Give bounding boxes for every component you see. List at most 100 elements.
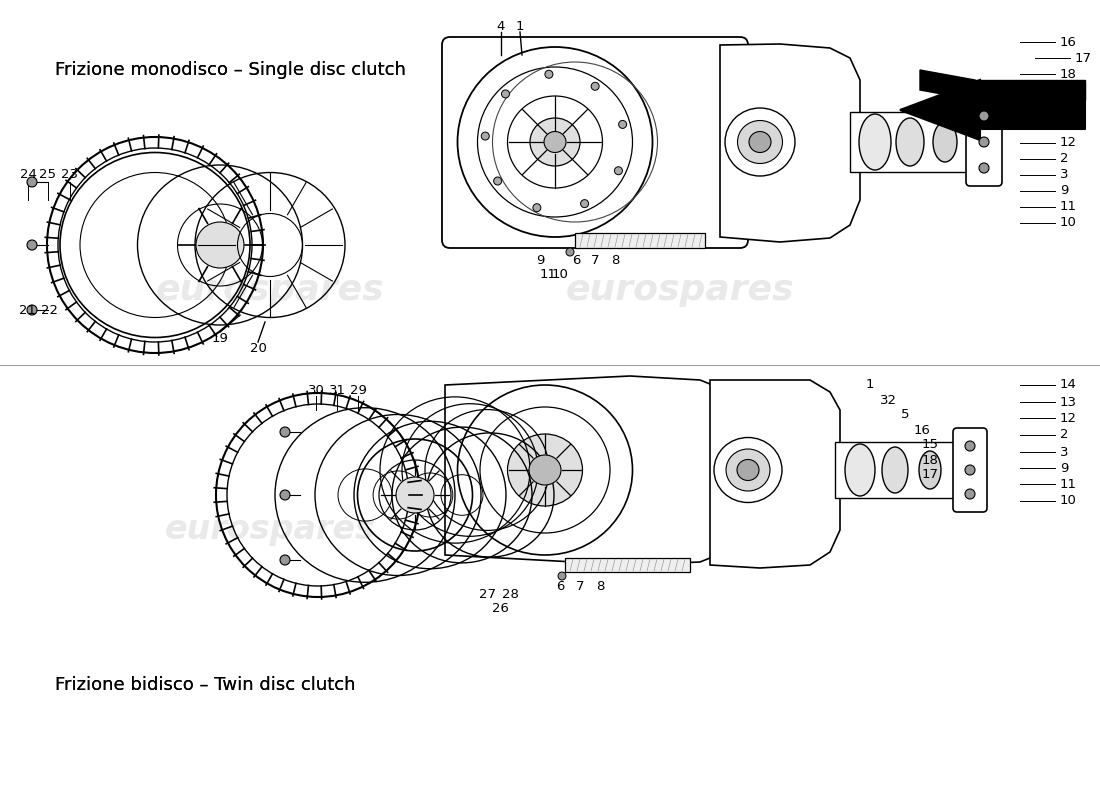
Text: 10: 10	[1060, 217, 1077, 230]
Text: 9: 9	[1060, 462, 1068, 474]
Text: 3: 3	[1060, 446, 1068, 458]
Text: eurospares: eurospares	[156, 273, 384, 307]
Polygon shape	[720, 44, 860, 242]
Text: 19: 19	[211, 331, 229, 345]
Text: Frizione bidisco – Twin disc clutch: Frizione bidisco – Twin disc clutch	[55, 676, 355, 694]
Text: eurospares: eurospares	[565, 273, 794, 307]
Ellipse shape	[737, 459, 759, 481]
Text: 30: 30	[308, 383, 324, 397]
Text: 11: 11	[539, 269, 557, 282]
Text: 5: 5	[901, 409, 910, 422]
Polygon shape	[920, 70, 975, 100]
Circle shape	[280, 427, 290, 437]
Text: 18: 18	[922, 454, 938, 466]
Ellipse shape	[737, 121, 782, 163]
Ellipse shape	[726, 449, 770, 491]
Text: Frizione monodisco – Single disc clutch: Frizione monodisco – Single disc clutch	[55, 61, 406, 79]
Circle shape	[544, 70, 553, 78]
FancyBboxPatch shape	[953, 428, 987, 512]
Text: 24: 24	[20, 169, 36, 182]
Circle shape	[28, 177, 37, 187]
Circle shape	[965, 465, 975, 475]
Text: 11: 11	[1060, 478, 1077, 490]
Text: 13: 13	[1060, 395, 1077, 409]
Text: 25: 25	[40, 169, 56, 182]
Circle shape	[28, 240, 37, 250]
Text: 3: 3	[1060, 169, 1068, 182]
Text: 11: 11	[1060, 201, 1077, 214]
Text: 22: 22	[42, 303, 58, 317]
FancyBboxPatch shape	[835, 442, 980, 498]
Text: Frizione monodisco – Single disc clutch: Frizione monodisco – Single disc clutch	[55, 61, 406, 79]
Text: 9: 9	[536, 254, 544, 266]
Circle shape	[558, 572, 566, 580]
Circle shape	[618, 121, 627, 129]
Text: 1: 1	[516, 21, 525, 34]
Circle shape	[965, 441, 975, 451]
Text: 17: 17	[922, 469, 938, 482]
Circle shape	[280, 555, 290, 565]
Ellipse shape	[896, 118, 924, 166]
Text: 15: 15	[1060, 83, 1077, 97]
Text: 14: 14	[1060, 378, 1077, 391]
Circle shape	[280, 490, 290, 500]
Ellipse shape	[544, 131, 566, 153]
Polygon shape	[935, 85, 1085, 129]
Ellipse shape	[882, 447, 908, 493]
Text: 10: 10	[551, 269, 569, 282]
Ellipse shape	[529, 455, 561, 485]
Text: 27: 27	[480, 589, 496, 602]
Text: 7: 7	[575, 581, 584, 594]
Text: 15: 15	[922, 438, 938, 451]
Ellipse shape	[396, 477, 435, 513]
FancyBboxPatch shape	[442, 37, 748, 248]
Text: 2: 2	[1060, 429, 1068, 442]
Text: 2: 2	[1060, 153, 1068, 166]
Circle shape	[979, 111, 989, 121]
Text: 32: 32	[880, 394, 896, 406]
Circle shape	[979, 137, 989, 147]
Text: 7: 7	[591, 254, 600, 266]
Circle shape	[979, 163, 989, 173]
Ellipse shape	[507, 434, 583, 506]
Ellipse shape	[530, 118, 580, 166]
Text: 17: 17	[1075, 51, 1092, 65]
Text: 12: 12	[1060, 411, 1077, 425]
Text: 6: 6	[556, 581, 564, 594]
Ellipse shape	[196, 222, 244, 268]
FancyBboxPatch shape	[575, 233, 705, 248]
Text: 16: 16	[914, 423, 931, 437]
Ellipse shape	[918, 451, 940, 489]
Text: eurospares: eurospares	[574, 514, 785, 546]
Polygon shape	[446, 376, 730, 565]
Text: 4: 4	[497, 21, 505, 34]
Text: 23: 23	[62, 169, 78, 182]
Circle shape	[28, 305, 37, 315]
Text: 31: 31	[329, 383, 345, 397]
Text: 10: 10	[1060, 494, 1077, 507]
Circle shape	[494, 177, 502, 185]
Ellipse shape	[845, 444, 875, 496]
Text: 1: 1	[866, 378, 874, 391]
Text: 9: 9	[1060, 185, 1068, 198]
Polygon shape	[975, 80, 1085, 100]
Text: 26: 26	[492, 602, 508, 614]
Text: eurospares: eurospares	[165, 514, 375, 546]
Circle shape	[615, 166, 623, 174]
Circle shape	[532, 204, 541, 212]
Text: 28: 28	[502, 589, 518, 602]
Text: 29: 29	[350, 383, 366, 397]
FancyBboxPatch shape	[565, 558, 690, 572]
Text: 20: 20	[250, 342, 266, 354]
Circle shape	[965, 489, 975, 499]
Circle shape	[482, 132, 490, 140]
Text: 8: 8	[596, 581, 604, 594]
Ellipse shape	[933, 122, 957, 162]
Text: 12: 12	[1060, 137, 1077, 150]
Text: 18: 18	[1060, 67, 1077, 81]
Ellipse shape	[859, 114, 891, 170]
Circle shape	[581, 200, 589, 208]
Text: Frizione bidisco – Twin disc clutch: Frizione bidisco – Twin disc clutch	[55, 676, 355, 694]
FancyBboxPatch shape	[966, 98, 1002, 186]
Text: 21: 21	[20, 303, 36, 317]
